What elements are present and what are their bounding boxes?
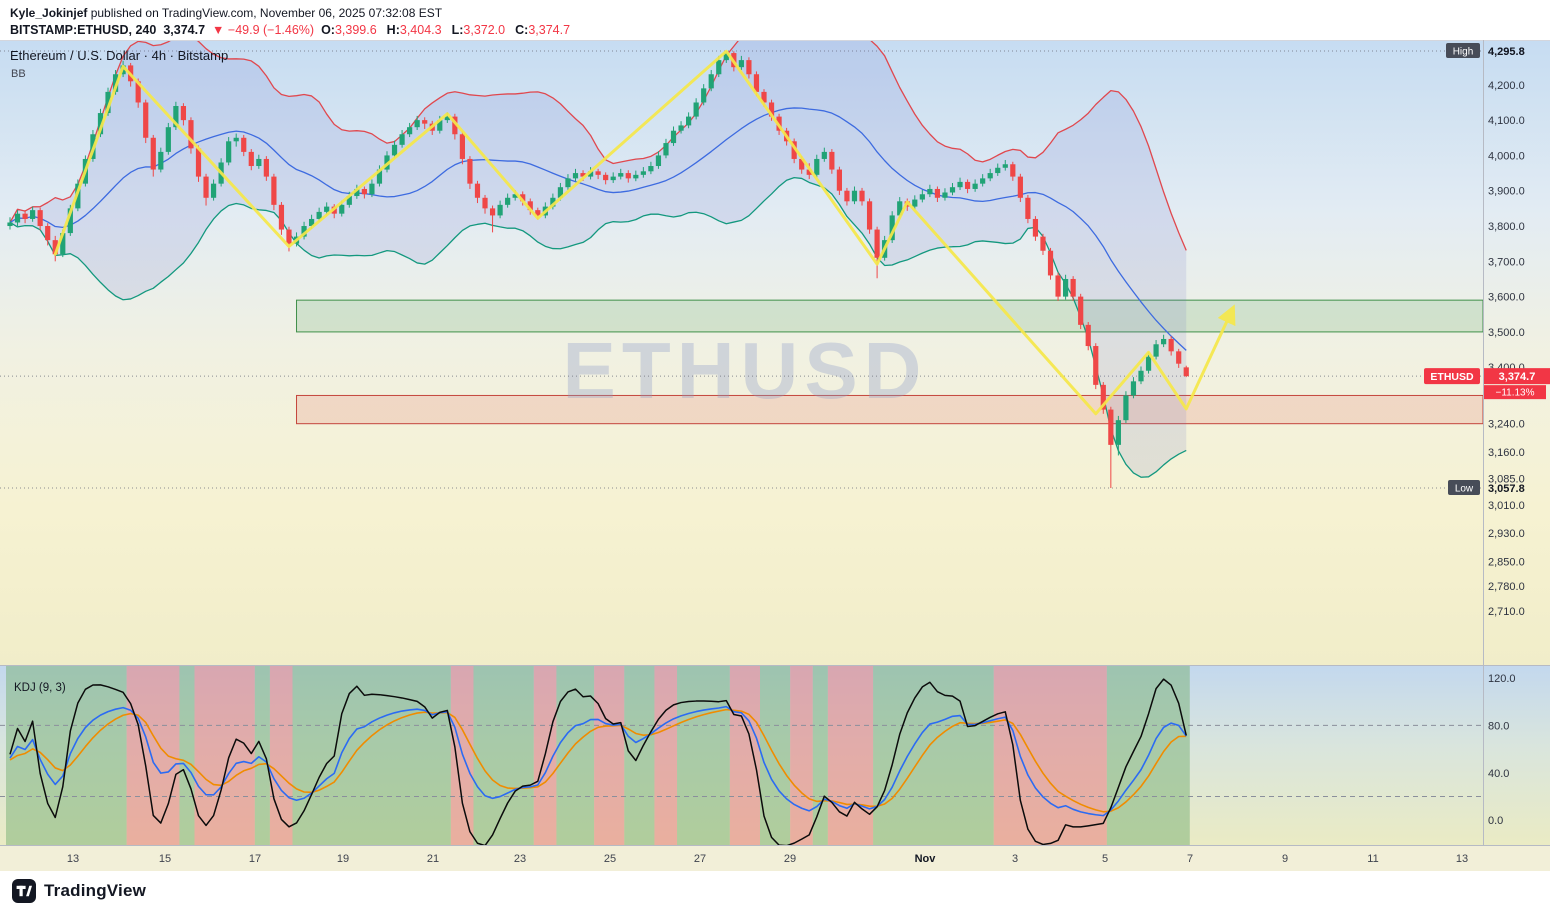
- svg-text:4,100.0: 4,100.0: [1488, 115, 1525, 127]
- chart-canvas[interactable]: ETHUSD KDJ (9, 3) 4,295.8 4,200.0 4,100.0 4,0…: [0, 40, 1550, 871]
- svg-text:3,800.0: 3,800.0: [1488, 221, 1525, 233]
- svg-text:3,600.0: 3,600.0: [1488, 292, 1525, 304]
- svg-text:80.0: 80.0: [1488, 720, 1509, 732]
- svg-text:3,057.8: 3,057.8: [1488, 483, 1525, 495]
- symbol-label: BITSTAMP:ETHUSD, 240: [10, 23, 157, 37]
- price-change: ▼ −49.9 (−1.46%): [212, 23, 315, 37]
- svg-text:25: 25: [604, 853, 616, 865]
- svg-text:0.0: 0.0: [1488, 815, 1503, 827]
- svg-text:Nov: Nov: [915, 853, 937, 865]
- svg-text:3: 3: [1012, 853, 1018, 865]
- last-price: 3,374.7: [163, 23, 206, 37]
- svg-text:3,240.0: 3,240.0: [1488, 419, 1525, 431]
- publish-header: Kyle_Jokinjef published on TradingView.c…: [0, 0, 1550, 40]
- supply-zone-green: [296, 299, 1483, 333]
- ohlc-low: L:3,372.0: [451, 23, 506, 37]
- svg-text:9: 9: [1282, 853, 1288, 865]
- svg-text:4,200.0: 4,200.0: [1488, 80, 1525, 92]
- bollinger-bands: [9, 40, 1187, 478]
- svg-text:3,700.0: 3,700.0: [1488, 256, 1525, 268]
- svg-text:4,295.8: 4,295.8: [1488, 46, 1525, 58]
- candles: [7, 51, 1189, 489]
- svg-text:4,000.0: 4,000.0: [1488, 150, 1525, 162]
- svg-text:3,900.0: 3,900.0: [1488, 186, 1525, 198]
- high-badge: [1446, 43, 1480, 59]
- ohlc-close: C:3,374.7: [515, 23, 571, 37]
- watermark: ETHUSD: [563, 326, 928, 415]
- low-badge: [1448, 480, 1480, 496]
- svg-text:2,930.0: 2,930.0: [1488, 528, 1525, 540]
- svg-text:120.0: 120.0: [1488, 673, 1516, 685]
- svg-text:7: 7: [1187, 853, 1193, 865]
- svg-text:27: 27: [694, 853, 706, 865]
- zigzag-trend-line: [53, 49, 1236, 416]
- svg-text:−11.13%: −11.13%: [1495, 388, 1534, 399]
- svg-text:19: 19: [337, 853, 349, 865]
- svg-text:2,780.0: 2,780.0: [1488, 581, 1525, 593]
- tradingview-logo-icon[interactable]: [12, 879, 36, 903]
- svg-text:21: 21: [427, 853, 439, 865]
- svg-text:High: High: [1453, 47, 1474, 58]
- svg-text:5: 5: [1102, 853, 1108, 865]
- svg-text:11: 11: [1367, 853, 1378, 865]
- svg-text:13: 13: [67, 853, 79, 865]
- svg-text:3,010.0: 3,010.0: [1488, 500, 1525, 512]
- svg-text:17: 17: [249, 853, 261, 865]
- footer: TradingView: [0, 871, 1550, 911]
- kdj-trend-bands: [6, 665, 1190, 845]
- author-link[interactable]: Kyle_Jokinjef: [10, 6, 88, 20]
- svg-text:13: 13: [1456, 853, 1468, 865]
- svg-text:40.0: 40.0: [1488, 768, 1509, 780]
- svg-text:Low: Low: [1455, 484, 1474, 495]
- svg-text:29: 29: [784, 853, 796, 865]
- svg-text:3,374.7: 3,374.7: [1499, 371, 1536, 383]
- price-zones: [296, 299, 1483, 425]
- demand-zone-red: [296, 394, 1483, 425]
- pane-separators: [0, 40, 1550, 846]
- symbol-ohlc-row: BITSTAMP:ETHUSD, 240 3,374.7 ▼ −49.9 (−1…: [10, 21, 1540, 39]
- symbol-tag-badge: [1424, 368, 1480, 385]
- svg-text:2,710.0: 2,710.0: [1488, 606, 1525, 618]
- last-price-badge: [1484, 368, 1550, 385]
- svg-text:2,850.0: 2,850.0: [1488, 556, 1525, 568]
- svg-text:3,160.0: 3,160.0: [1488, 447, 1525, 459]
- svg-text:3,085.0: 3,085.0: [1488, 473, 1525, 485]
- price-badges: High 4,295.8 Low 3,057.8 ETHUSD 3,374.7 −11.13…: [1424, 43, 1550, 496]
- svg-text:15: 15: [159, 853, 171, 865]
- publish-info: published on TradingView.com, November 0…: [87, 6, 443, 20]
- time-axis[interactable]: 13 15 17 19 21 23 25 27 29 Nov 3 5 7 9 11 13: [67, 853, 1468, 865]
- svg-text:ETHUSD: ETHUSD: [1430, 371, 1474, 383]
- ohlc-open: O:3,399.6: [321, 23, 377, 37]
- svg-text:23: 23: [514, 853, 526, 865]
- publish-line: Kyle_Jokinjef published on TradingView.c…: [10, 5, 1540, 21]
- chart-area[interactable]: ETHUSD KDJ (9, 3) 4,295.8 4,200.0 4,100.0 4,0…: [0, 40, 1550, 871]
- tradingview-brand[interactable]: TradingView: [44, 881, 147, 900]
- kdj-label[interactable]: KDJ (9, 3): [14, 682, 66, 694]
- percent-change-badge: [1484, 385, 1546, 400]
- kdj-lines: [0, 678, 1483, 845]
- svg-text:4,295.8: 4,295.8: [1488, 46, 1525, 58]
- ohlc-high: H:3,404.3: [386, 23, 442, 37]
- svg-text:3,500.0: 3,500.0: [1488, 327, 1525, 339]
